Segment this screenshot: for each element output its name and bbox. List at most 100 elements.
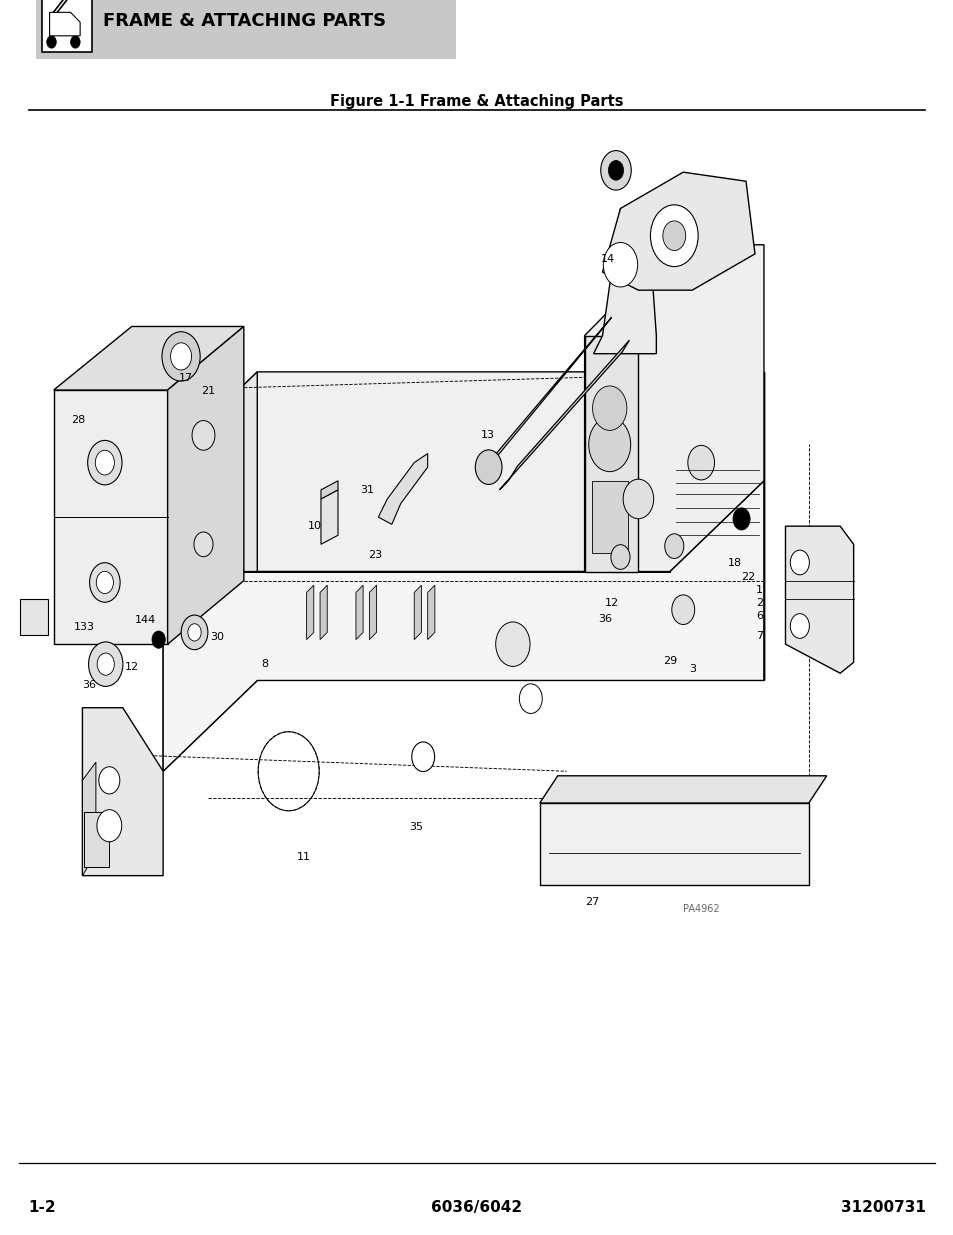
Polygon shape (355, 585, 363, 640)
Circle shape (789, 550, 808, 574)
Polygon shape (168, 326, 244, 645)
Text: 27: 27 (585, 897, 598, 906)
Text: 36: 36 (598, 614, 611, 624)
Text: 133: 133 (73, 622, 94, 632)
Circle shape (610, 545, 629, 569)
Text: 11: 11 (296, 852, 310, 862)
Text: 3: 3 (688, 664, 696, 674)
Text: 6: 6 (755, 611, 762, 621)
Circle shape (95, 451, 114, 475)
Text: 7: 7 (755, 631, 762, 641)
Polygon shape (539, 803, 808, 884)
Text: 2: 2 (755, 598, 762, 608)
Text: 30: 30 (211, 632, 224, 642)
Circle shape (162, 332, 200, 382)
Circle shape (97, 653, 114, 676)
Text: 17: 17 (179, 373, 193, 383)
Text: 144: 144 (134, 615, 155, 625)
Polygon shape (602, 172, 754, 290)
Circle shape (592, 385, 626, 431)
Text: 31: 31 (360, 485, 374, 495)
Text: 1-2: 1-2 (29, 1200, 56, 1215)
Circle shape (171, 343, 192, 370)
Circle shape (71, 36, 80, 48)
Polygon shape (50, 12, 80, 36)
Circle shape (662, 221, 685, 251)
Text: 14: 14 (600, 254, 614, 264)
Circle shape (588, 417, 630, 472)
Text: Figure 1-1 Frame & Attaching Parts: Figure 1-1 Frame & Attaching Parts (330, 94, 623, 109)
Circle shape (664, 534, 683, 558)
Text: 12: 12 (125, 662, 138, 672)
Circle shape (732, 508, 749, 530)
Polygon shape (369, 585, 376, 640)
Text: 8: 8 (261, 659, 269, 669)
Polygon shape (414, 585, 421, 640)
Polygon shape (784, 526, 853, 673)
Text: 35: 35 (409, 823, 422, 832)
Circle shape (192, 421, 214, 451)
Circle shape (193, 532, 213, 557)
Polygon shape (584, 245, 763, 572)
Circle shape (671, 595, 694, 625)
Text: 12: 12 (604, 598, 618, 608)
Text: 21: 21 (201, 387, 214, 396)
Polygon shape (53, 326, 244, 390)
Text: FRAME & ATTACHING PARTS: FRAME & ATTACHING PARTS (103, 12, 386, 30)
Polygon shape (427, 585, 435, 640)
Circle shape (602, 242, 637, 287)
Circle shape (47, 36, 56, 48)
Text: 36: 36 (83, 680, 96, 690)
Bar (42, 0, 91, 52)
Polygon shape (53, 390, 168, 645)
Text: 22: 22 (740, 572, 754, 582)
Circle shape (496, 622, 530, 667)
Circle shape (90, 563, 120, 603)
Circle shape (687, 446, 714, 480)
Circle shape (97, 810, 122, 842)
Circle shape (600, 151, 631, 190)
Circle shape (650, 205, 698, 267)
Polygon shape (320, 480, 337, 499)
Text: 29: 29 (663, 656, 677, 666)
Text: 18: 18 (727, 558, 740, 568)
Text: 28: 28 (71, 415, 85, 425)
Polygon shape (82, 708, 163, 876)
Text: 1: 1 (755, 585, 762, 595)
Circle shape (99, 767, 120, 794)
Circle shape (608, 161, 623, 180)
Polygon shape (82, 762, 95, 876)
Circle shape (152, 631, 165, 648)
Circle shape (89, 642, 123, 687)
Polygon shape (163, 372, 257, 771)
Circle shape (412, 742, 435, 772)
Polygon shape (593, 209, 656, 353)
Polygon shape (584, 336, 638, 572)
Text: 10: 10 (308, 521, 321, 531)
Bar (84, 813, 110, 867)
Polygon shape (163, 480, 763, 771)
Text: 6036/6042: 6036/6042 (431, 1200, 522, 1215)
Polygon shape (320, 585, 327, 640)
Text: 23: 23 (368, 550, 381, 559)
Circle shape (475, 450, 501, 484)
Circle shape (518, 684, 541, 714)
Polygon shape (591, 480, 627, 553)
Polygon shape (378, 453, 427, 525)
Text: PA4962: PA4962 (682, 904, 720, 914)
Circle shape (96, 572, 113, 594)
Polygon shape (306, 585, 314, 640)
Polygon shape (480, 317, 611, 477)
Circle shape (789, 614, 808, 638)
Circle shape (622, 479, 653, 519)
Polygon shape (539, 776, 826, 803)
Circle shape (181, 615, 208, 650)
Circle shape (188, 624, 201, 641)
Text: 31200731: 31200731 (840, 1200, 924, 1215)
Polygon shape (499, 340, 629, 490)
Circle shape (88, 441, 122, 485)
Text: 13: 13 (480, 430, 494, 440)
Polygon shape (320, 490, 337, 545)
FancyBboxPatch shape (36, 0, 456, 59)
Polygon shape (163, 372, 763, 572)
